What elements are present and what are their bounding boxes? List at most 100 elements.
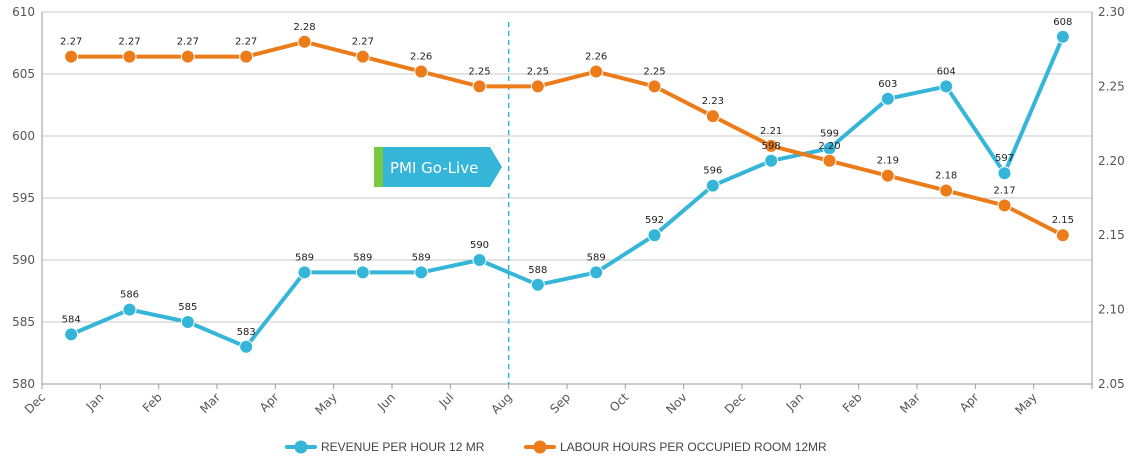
go-live-accent-bar <box>374 147 383 187</box>
data-point-revenue <box>705 178 720 193</box>
legend: REVENUE PER HOUR 12 MR LABOUR HOURS PER … <box>285 440 827 454</box>
x-tick-label: Jun <box>374 390 398 414</box>
data-point-labour <box>1055 228 1070 243</box>
data-label-revenue: 589 <box>412 252 431 263</box>
data-label-revenue: 598 <box>762 141 781 152</box>
go-live-box <box>383 147 502 187</box>
data-point-labour <box>647 79 662 94</box>
right-tick-label: 2.25 <box>1098 79 1125 93</box>
data-point-revenue <box>997 166 1012 181</box>
data-point-revenue <box>1055 29 1070 44</box>
left-tick-label: 585 <box>12 315 35 329</box>
data-point-labour <box>472 79 487 94</box>
data-label-revenue: 599 <box>820 128 839 139</box>
data-label-labour: 2.26 <box>410 52 432 63</box>
data-label-revenue: 589 <box>353 252 372 263</box>
right-tick-label: 2.05 <box>1098 377 1125 391</box>
data-point-labour <box>939 183 954 198</box>
data-label-revenue: 583 <box>237 327 256 338</box>
x-tick-label: Mar <box>197 390 223 416</box>
x-tick-label: Mar <box>897 390 923 416</box>
legend-revenue-label: REVENUE PER HOUR 12 MR <box>321 440 485 454</box>
left-tick-label: 600 <box>12 129 35 143</box>
legend-labour-dot <box>533 440 547 454</box>
data-label-labour: 2.19 <box>877 156 899 167</box>
data-label-revenue: 590 <box>470 240 489 251</box>
x-tick-label: Jan <box>83 390 107 414</box>
data-point-labour <box>822 153 837 168</box>
data-point-labour <box>589 64 604 79</box>
data-label-labour: 2.25 <box>643 66 665 77</box>
series-layer <box>64 29 1070 354</box>
data-label-labour: 2.27 <box>352 37 374 48</box>
data-label-labour: 2.17 <box>993 185 1015 196</box>
data-label-revenue: 586 <box>120 290 139 301</box>
data-point-revenue <box>355 265 370 280</box>
legend-item-labour: LABOUR HOURS PER OCCUPIED ROOM 12MR <box>524 440 827 454</box>
right-axis-ticks: 2.05 2.10 2.15 2.20 2.25 2.30 <box>1098 5 1125 391</box>
data-label-revenue: 603 <box>878 79 897 90</box>
right-tick-label: 2.15 <box>1098 228 1125 242</box>
go-live-label: PMI Go-Live <box>390 159 478 177</box>
data-point-labour <box>180 49 195 64</box>
x-axis-ticks: Dec Jan Feb Mar Apr May Jun Jul Aug Sep Oct Nov Dec J… <box>22 390 1040 418</box>
data-label-revenue: 596 <box>703 166 722 177</box>
x-tick-label: Jan <box>783 390 807 414</box>
data-point-revenue <box>414 265 429 280</box>
data-point-labour <box>239 49 254 64</box>
data-point-revenue <box>297 265 312 280</box>
data-label-labour: 2.20 <box>818 141 840 152</box>
legend-revenue-dot <box>294 440 308 454</box>
left-tick-label: 595 <box>12 191 35 205</box>
data-point-labour <box>122 49 137 64</box>
data-point-revenue <box>64 327 79 342</box>
x-tick-label: May <box>1012 390 1039 417</box>
data-label-revenue: 589 <box>587 252 606 263</box>
data-label-labour: 2.23 <box>702 96 724 107</box>
x-tick-label: Dec <box>722 390 748 416</box>
x-tick-label: Jul <box>436 390 457 411</box>
x-tick-label: Apr <box>257 390 282 415</box>
data-point-labour <box>705 109 720 124</box>
x-tick-label: Aug <box>488 390 514 416</box>
data-label-revenue: 597 <box>995 153 1014 164</box>
data-label-labour: 2.27 <box>177 37 199 48</box>
left-tick-label: 580 <box>12 377 35 391</box>
data-point-revenue <box>589 265 604 280</box>
data-label-revenue: 584 <box>62 314 81 325</box>
data-point-revenue <box>939 79 954 94</box>
left-axis-ticks: 580 585 590 595 600 605 610 <box>12 5 35 391</box>
data-label-revenue: 604 <box>937 66 956 77</box>
data-point-labour <box>297 34 312 49</box>
data-label-labour: 2.18 <box>935 171 957 182</box>
data-point-revenue <box>239 339 254 354</box>
data-label-labour: 2.27 <box>118 37 140 48</box>
data-label-labour: 2.27 <box>60 37 82 48</box>
data-label-revenue: 592 <box>645 215 664 226</box>
legend-labour-label: LABOUR HOURS PER OCCUPIED ROOM 12MR <box>560 440 827 454</box>
data-label-labour: 2.28 <box>293 22 315 33</box>
data-point-labour <box>880 168 895 183</box>
axes <box>41 12 1093 389</box>
data-point-revenue <box>880 91 895 106</box>
left-tick-label: 610 <box>12 5 35 19</box>
data-point-revenue <box>472 253 487 267</box>
data-point-labour <box>64 49 79 64</box>
data-point-revenue <box>764 153 779 168</box>
data-point-labour <box>764 138 779 153</box>
x-tick-label: Feb <box>140 390 165 415</box>
data-labels: 584 586 585 583 589 589 589 590 588 589 592 596 598 5… <box>60 17 1074 338</box>
x-tick-label: Sep <box>547 390 573 416</box>
grid-lines <box>42 11 1092 385</box>
data-label-labour: 2.21 <box>760 126 782 137</box>
x-tick-label: Oct <box>607 390 632 415</box>
series-line-revenue <box>69 34 1065 349</box>
right-tick-label: 2.20 <box>1098 154 1125 168</box>
data-label-labour: 2.26 <box>585 52 607 63</box>
data-point-revenue <box>122 302 137 317</box>
data-point-revenue <box>180 315 195 329</box>
data-point-labour <box>997 198 1012 213</box>
x-tick-label: Dec <box>22 390 48 416</box>
data-label-revenue: 585 <box>178 302 197 313</box>
